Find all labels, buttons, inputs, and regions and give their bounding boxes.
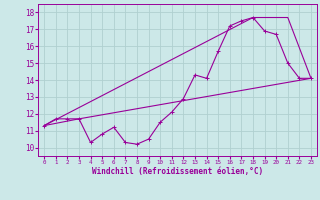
X-axis label: Windchill (Refroidissement éolien,°C): Windchill (Refroidissement éolien,°C) — [92, 167, 263, 176]
